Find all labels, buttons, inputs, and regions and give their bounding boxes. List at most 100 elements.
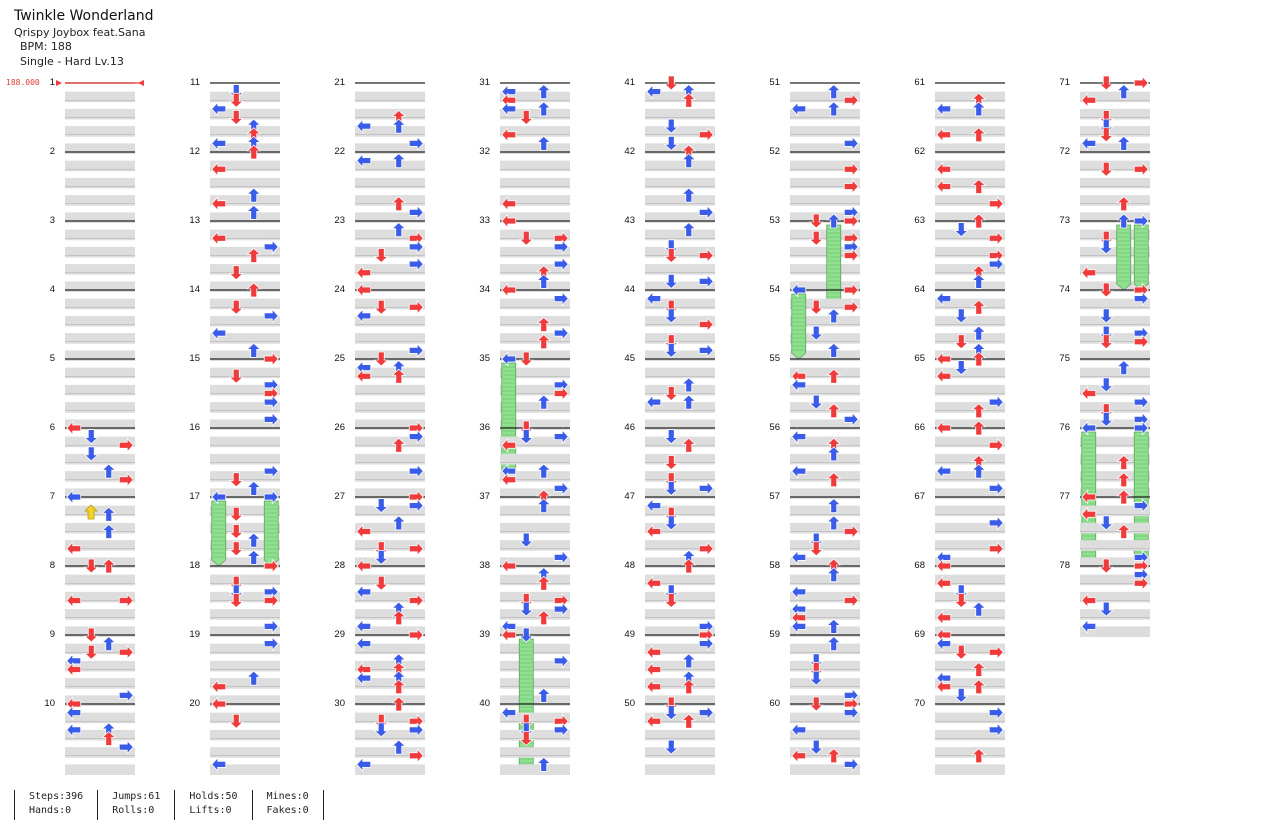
- beat-band: [790, 729, 860, 741]
- arrow-u-blue: [536, 756, 552, 772]
- measure: 63: [914, 213, 1005, 292]
- arrow-r-blue: [553, 291, 569, 307]
- beat-band: [935, 195, 1005, 206]
- measure-number: 36: [479, 422, 490, 433]
- beat-band: [935, 143, 1005, 154]
- beat-band: [935, 419, 1005, 430]
- arrow-r-red: [698, 541, 714, 557]
- measure-number: 37: [479, 491, 490, 502]
- measure-number: 32: [479, 146, 490, 157]
- measure: 26: [334, 420, 425, 499]
- arrow-d-red: [228, 299, 244, 315]
- arrow-l-blue: [356, 636, 372, 652]
- arrow-u-blue: [826, 567, 842, 583]
- arrow-l-red: [356, 523, 372, 540]
- beat-band: [935, 384, 1005, 396]
- measure: 71: [1059, 75, 1150, 154]
- beat-band: [500, 195, 570, 206]
- arrow-r-red: [988, 644, 1004, 660]
- arrow-d-blue: [518, 429, 534, 445]
- arrow-d-blue: [663, 515, 679, 531]
- beat-band: [500, 212, 570, 223]
- beat-band: [210, 540, 280, 551]
- beat-band: [645, 574, 715, 586]
- arrow-u-red: [681, 437, 697, 453]
- arrow-u-blue: [246, 187, 262, 203]
- arrow-r-red: [408, 748, 424, 764]
- beat-band: [1080, 384, 1150, 396]
- arrow-d-blue: [83, 446, 99, 462]
- measure-number: 23: [334, 215, 345, 226]
- beat-band: [790, 315, 860, 327]
- arrow-d-red: [663, 248, 679, 264]
- beat-band: [790, 471, 860, 482]
- beat-band: [355, 143, 425, 154]
- beat-band: [1080, 574, 1150, 586]
- stat-fakes: Fakes:0: [266, 805, 309, 816]
- beat-band: [790, 436, 860, 448]
- arrow-d-blue: [373, 549, 389, 565]
- arrow-u-blue: [246, 670, 262, 686]
- arrow-d-blue: [953, 222, 969, 238]
- arrow-d-blue: [663, 273, 679, 289]
- arrow-u-red: [101, 730, 117, 746]
- measure-number: 42: [624, 146, 635, 157]
- arrow-d-blue: [663, 135, 679, 151]
- arrow-u-blue: [536, 498, 552, 514]
- arrow-l-blue: [501, 705, 517, 721]
- arrow-r-red: [263, 558, 279, 574]
- beat-band: [210, 160, 280, 172]
- stats-bar: Steps:396 Hands:0 Jumps:61 Rolls:0 Holds…: [14, 790, 324, 822]
- arrow-u-blue: [246, 480, 262, 496]
- arrow-l-blue: [646, 394, 662, 410]
- measure-number: 33: [479, 215, 490, 226]
- arrow-r-red: [843, 299, 859, 315]
- arrow-l-red: [1081, 265, 1097, 281]
- beat-band: [935, 453, 1005, 465]
- beat-band: [500, 350, 570, 361]
- beat-band: [355, 298, 425, 310]
- measure: 69: [914, 627, 1005, 706]
- hold-body: [1116, 224, 1132, 291]
- beat-band: [355, 729, 425, 741]
- arrow-l-red: [356, 558, 372, 574]
- arrow-u-blue: [246, 532, 262, 548]
- beat-band: [1080, 540, 1150, 551]
- arrow-u-blue: [246, 342, 262, 358]
- beat-band: [935, 609, 1005, 620]
- beat-band: [1080, 419, 1150, 430]
- measure: 48: [624, 558, 715, 637]
- measure: 35: [479, 351, 570, 481]
- beat-band: [210, 281, 280, 292]
- measure-number: 22: [334, 146, 345, 157]
- arrow-l-blue: [66, 705, 82, 721]
- beat-band: [790, 281, 860, 292]
- arrow-u-red: [391, 437, 407, 453]
- arrow-l-blue: [211, 489, 227, 505]
- measure-number: 63: [914, 215, 925, 226]
- arrow-u-blue: [681, 394, 697, 410]
- measure: 44: [624, 284, 715, 361]
- beat-band: [65, 505, 135, 517]
- beat-band: [500, 591, 570, 603]
- measure-number: 65: [914, 353, 925, 364]
- beat-band: [1080, 350, 1150, 361]
- arrow-d-red: [228, 110, 244, 126]
- measure-number: 68: [914, 560, 925, 571]
- beat-band: [645, 246, 715, 258]
- arrow-u-red: [1116, 454, 1132, 470]
- beat-band: [355, 177, 425, 189]
- measure: 11: [190, 77, 280, 154]
- arrow-l-blue: [936, 463, 952, 479]
- measure: 18: [189, 558, 280, 637]
- measure: 72: [1059, 146, 1150, 223]
- beat-band: [355, 160, 425, 172]
- arrow-d-blue: [1098, 308, 1114, 324]
- measure-number: 53: [769, 215, 780, 226]
- beat-band: [790, 574, 860, 586]
- measure-number: 58: [769, 560, 780, 571]
- beat-band: [210, 143, 280, 154]
- measure: 9: [50, 627, 135, 706]
- measure-number: 38: [479, 560, 490, 571]
- arrow-u-red: [826, 472, 842, 488]
